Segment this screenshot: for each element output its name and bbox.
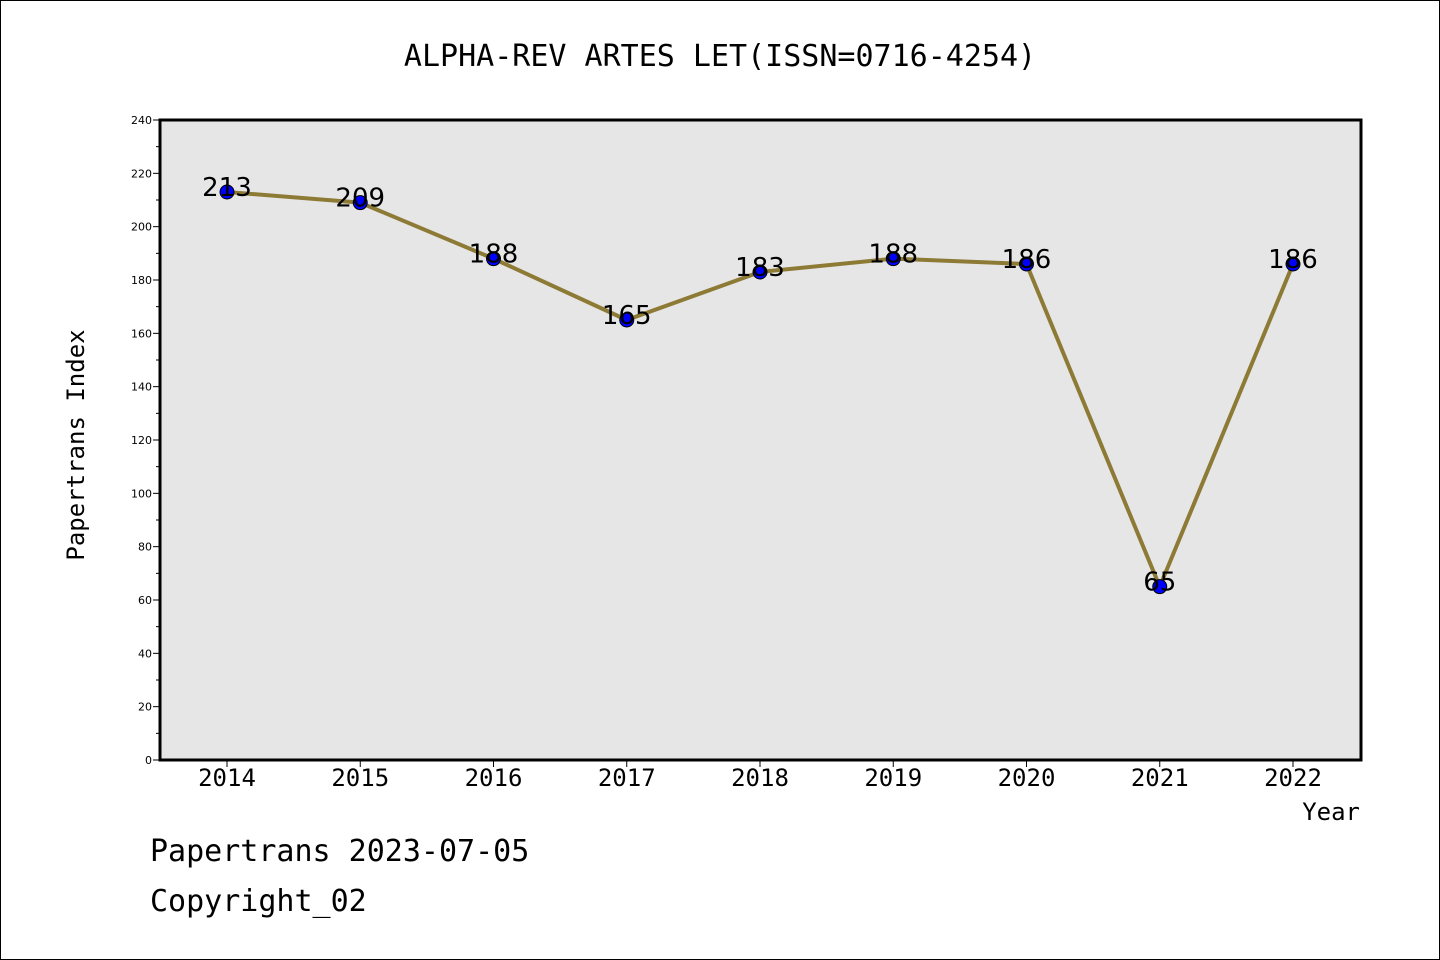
- y-tick-label: 220: [131, 167, 152, 180]
- data-point: [1152, 579, 1168, 595]
- plot-area: [160, 120, 1361, 760]
- y-tick-label: 140: [131, 381, 152, 394]
- data-point: [1285, 256, 1301, 272]
- data-label: 213: [202, 173, 252, 203]
- x-tick-label: 2014: [198, 764, 256, 792]
- y-tick-label: 40: [138, 647, 152, 660]
- y-axis: 0 20 40 60 80 100 120 140 160 180 200 220 240: [131, 114, 160, 767]
- data-point: [219, 184, 235, 200]
- data-label: 188: [469, 240, 519, 270]
- data-label: 186: [1002, 245, 1052, 275]
- y-axis-label: Papertrans Index: [62, 329, 90, 560]
- chart-title: ALPHA-REV ARTES LET(ISSN=0716-4254): [404, 39, 1036, 74]
- data-label: 186: [1268, 245, 1318, 275]
- y-tick-label: 60: [138, 594, 152, 607]
- x-tick-label: 2017: [598, 764, 656, 792]
- x-tick-label: 2021: [1131, 764, 1189, 792]
- y-tick-label: 0: [145, 754, 152, 767]
- y-tick-label: 100: [131, 487, 152, 500]
- y-tick-label: 20: [138, 701, 152, 714]
- data-point: [1019, 256, 1034, 272]
- data-label: 165: [602, 301, 652, 331]
- series-line: [219, 184, 1301, 595]
- y-tick-label: 160: [131, 327, 152, 340]
- y-tick-label: 240: [131, 114, 152, 127]
- data-point: [486, 251, 501, 267]
- x-tick-label: 2019: [864, 764, 922, 792]
- footer-date: Papertrans 2023-07-05: [150, 834, 530, 869]
- y-tick-label: 200: [131, 221, 152, 234]
- data-point: [619, 312, 635, 328]
- y-tick-label: 80: [138, 541, 152, 554]
- x-axis-label: Year: [1302, 798, 1360, 826]
- y-tick-label: 120: [131, 434, 152, 447]
- x-tick-label: 2015: [331, 764, 389, 792]
- data-point: [752, 264, 768, 280]
- x-tick-label: 2018: [731, 764, 789, 792]
- x-tick-label: 2016: [465, 764, 523, 792]
- data-label: 183: [735, 253, 785, 283]
- x-tick-label: 2020: [998, 764, 1056, 792]
- footer-copyright: Copyright_02: [150, 884, 367, 919]
- y-tick-label: 180: [131, 274, 152, 287]
- data-point: [885, 251, 901, 267]
- data-label: 65: [1143, 568, 1176, 598]
- plot-border: [158, 118, 1363, 762]
- data-labels: 213 209 188 165 183 188 186 65 186: [202, 173, 1318, 598]
- data-label: 209: [335, 184, 385, 214]
- x-tick-label: 2022: [1264, 764, 1322, 792]
- data-label: 188: [868, 240, 918, 270]
- data-point: [352, 195, 368, 211]
- x-axis: 2014 2015 2016 2017 2018 2019 2020 2021 2022: [198, 760, 1322, 792]
